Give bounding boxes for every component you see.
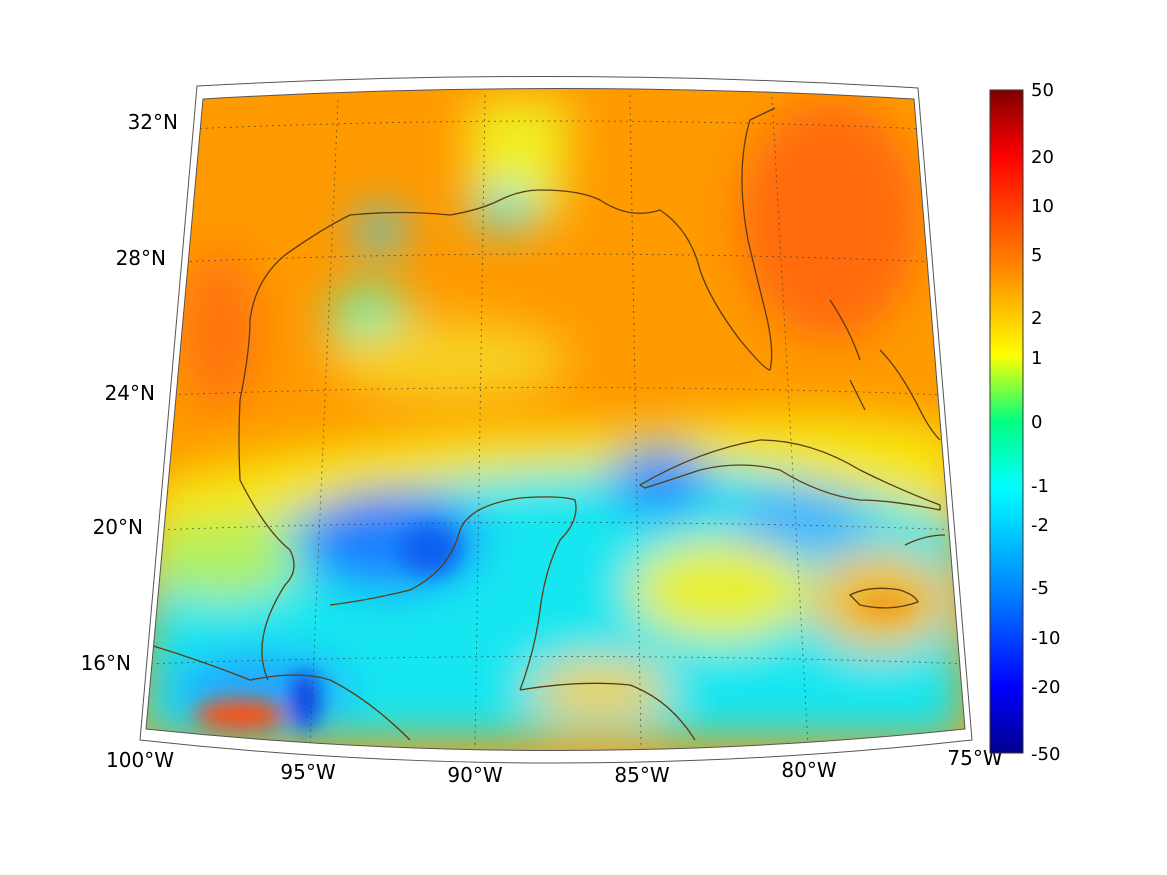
coastlines bbox=[149, 107, 946, 741]
colorbar-tick: 10 bbox=[1031, 196, 1054, 217]
cuba bbox=[639, 439, 941, 511]
colorbar-tick: -10 bbox=[1031, 628, 1060, 649]
lat-label-24n: 24°N bbox=[105, 381, 155, 405]
colorbar-tick: 0 bbox=[1031, 412, 1042, 433]
hispaniola bbox=[904, 534, 946, 546]
latitude-labels: 32°N 28°N 24°N 20°N 16°N bbox=[81, 110, 178, 675]
lat-label-20n: 20°N bbox=[93, 515, 143, 539]
jamaica bbox=[849, 587, 919, 609]
longitude-labels: 100°W 95°W 90°W 85°W 80°W 75°W bbox=[106, 746, 1003, 787]
central-america-coast bbox=[149, 644, 411, 741]
colorbar-tick: 20 bbox=[1031, 147, 1054, 168]
colorbar-tick: -5 bbox=[1031, 578, 1049, 599]
lon-label-80w: 80°W bbox=[781, 758, 836, 782]
colorbar-tick: -20 bbox=[1031, 677, 1060, 698]
colorbar-tick: 1 bbox=[1031, 348, 1042, 369]
gulf-coast-west bbox=[238, 107, 776, 681]
lat-label-32n: 32°N bbox=[128, 110, 178, 134]
lon-label-100w: 100°W bbox=[106, 748, 174, 772]
colorbar-tick: 50 bbox=[1031, 80, 1054, 101]
colorbar-tick: 5 bbox=[1031, 245, 1042, 266]
data-field bbox=[146, 88, 965, 751]
yucatan-coast bbox=[329, 496, 577, 691]
lon-label-85w: 85°W bbox=[614, 763, 669, 787]
lat-label-28n: 28°N bbox=[116, 246, 166, 270]
colorbar: 50 20 10 5 2 1 0 -1 -2 -5 -10 -20 -50 bbox=[989, 80, 1060, 765]
lat-label-16n: 16°N bbox=[81, 651, 131, 675]
colorbar-tick: -1 bbox=[1031, 476, 1049, 497]
bahamas bbox=[829, 299, 941, 441]
colorbar-tick: 2 bbox=[1031, 308, 1042, 329]
colorbar-tick: -50 bbox=[1031, 744, 1060, 765]
lon-label-90w: 90°W bbox=[447, 763, 502, 787]
lon-label-95w: 95°W bbox=[280, 760, 335, 784]
map-frame bbox=[139, 75, 973, 764]
colorbar-tick: -2 bbox=[1031, 515, 1049, 536]
graticule bbox=[146, 94, 965, 749]
honduras-coast bbox=[519, 682, 696, 741]
colorbar-gradient bbox=[989, 89, 1024, 754]
